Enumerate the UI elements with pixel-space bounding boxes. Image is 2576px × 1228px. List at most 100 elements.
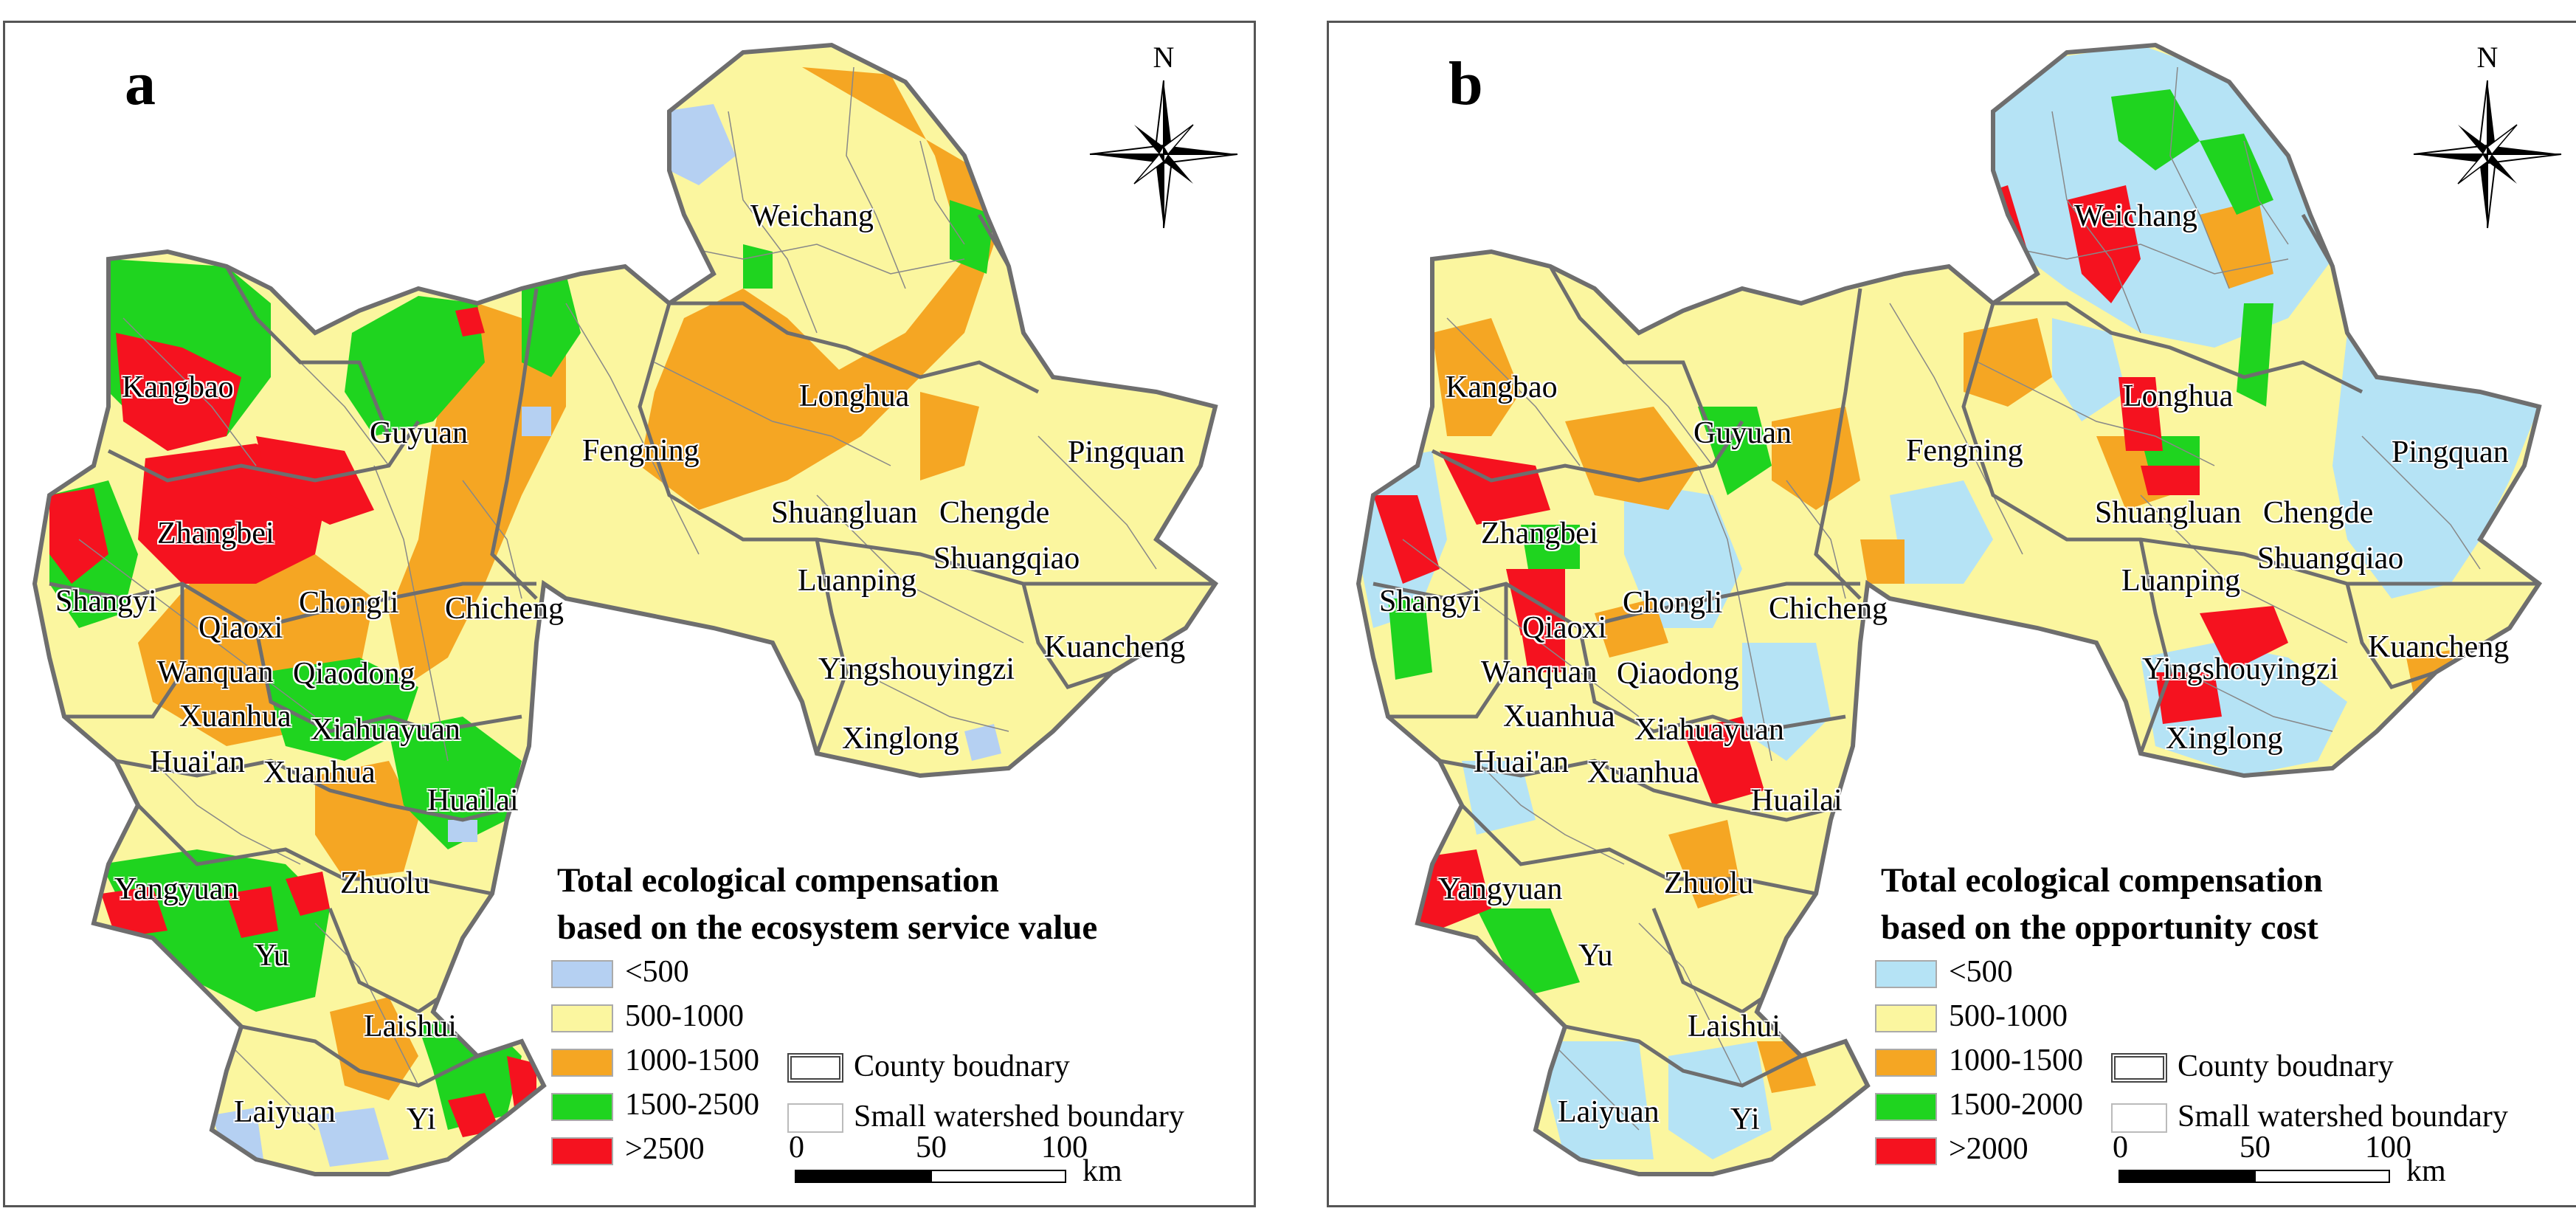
watershed-boundary-swatch-a [787, 1103, 843, 1133]
legend-swatch-b-4 [1875, 1093, 1937, 1121]
county-label-fengning: Fengning [1906, 434, 2023, 468]
scale-segment-black-a [795, 1170, 930, 1183]
county-label-huailai: Huailai [1751, 784, 1843, 818]
county-label-laishui: Laishui [1688, 1010, 1781, 1044]
county-label-yingshouyingzi: Yingshouyingzi [2142, 652, 2339, 686]
county-label-kangbao: Kangbao [122, 370, 234, 404]
legend-swatch-b-1 [1875, 960, 1937, 988]
county-label-xuanhua-2: Xuanhua [263, 756, 376, 790]
legend-title-b-line1: Total ecological compensation [1881, 861, 2323, 900]
legend-title-a: Total ecological compensation based on t… [557, 857, 1097, 951]
county-label-yi: Yi [407, 1103, 436, 1136]
county-label-chengde: Chengde [939, 496, 1050, 530]
county-label-chicheng: Chicheng [445, 592, 564, 626]
county-label-weichang: Weichang [2074, 199, 2197, 233]
county-label-zhangbei: Zhangbei [1481, 517, 1598, 551]
county-label-shangyi: Shangyi [55, 584, 157, 618]
county-label-shangyi: Shangyi [1379, 584, 1481, 618]
panel-letter-a: a [125, 49, 156, 118]
county-label-kangbao: Kangbao [1446, 370, 1558, 404]
county-label-laiyuan: Laiyuan [1558, 1095, 1660, 1129]
scale-unit-a: km [1082, 1154, 1122, 1188]
county-label-longhua: Longhua [2123, 379, 2234, 413]
legend-label-b-3: 1000-1500 [1949, 1044, 2083, 1077]
county-label-laiyuan: Laiyuan [234, 1095, 336, 1129]
watershed-boundary-label-b: Small watershed boundary [2178, 1100, 2508, 1134]
watershed-boundary-label-a: Small watershed boundary [854, 1100, 1184, 1134]
county-label-xinglong: Xinglong [842, 722, 959, 756]
legend-label-a-5: >2500 [625, 1132, 705, 1166]
county-label-yu: Yu [1578, 939, 1613, 973]
panel-letter-b: b [1448, 49, 1483, 118]
scale-bar-a: 0 50 100 km [789, 1131, 1122, 1198]
county-label-xinglong: Xinglong [2166, 722, 2283, 756]
scale-segment-black-b [2119, 1170, 2254, 1183]
county-label-yangyuan: Yangyuan [114, 872, 239, 906]
scale-tick-a-100: 100 [1041, 1131, 1088, 1165]
legend-swatch-a-1 [551, 960, 613, 988]
county-label-zhuolu: Zhuolu [1664, 866, 1754, 900]
county-label-luanping: Luanping [798, 564, 916, 598]
legend-label-b-4: 1500-2000 [1949, 1088, 2083, 1122]
legend-label-b-2: 500-1000 [1949, 999, 2068, 1033]
north-arrow-icon: N [2413, 41, 2562, 229]
county-boundary-swatch-b [2111, 1053, 2167, 1083]
legend-swatch-a-3 [551, 1049, 613, 1077]
legend-swatch-b-5 [1875, 1137, 1937, 1165]
scale-tick-a-0: 0 [789, 1131, 804, 1165]
county-label-huaian: Huai'an [1474, 745, 1569, 779]
county-boundary-label-a: County boudnary [854, 1049, 1070, 1083]
county-label-xuanhua-1: Xuanhua [1503, 700, 1615, 734]
legend-title-a-line2: based on the ecosystem service value [557, 908, 1098, 947]
county-label-yingshouyingzi: Yingshouyingzi [818, 652, 1015, 686]
county-label-guyuan: Guyuan [1693, 416, 1792, 450]
county-label-shuangqiao: Shuangqiao [933, 542, 1080, 576]
county-label-chongli: Chongli [299, 586, 399, 620]
county-label-shuangluan: Shuangluan [2095, 496, 2242, 530]
county-label-qiaodong: Qiaodong [293, 657, 415, 691]
north-arrow-icon: N [1089, 41, 1238, 229]
map-panel-a: a N Weichang Kangbao Guyuan Longhua Feng… [3, 21, 1256, 1207]
scale-segment-white-b [2254, 1170, 2390, 1183]
legend-label-b-5: >2000 [1949, 1132, 2028, 1166]
county-label-qiaodong: Qiaodong [1617, 657, 1739, 691]
legend-label-a-3: 1000-1500 [625, 1044, 759, 1077]
county-label-fengning: Fengning [582, 434, 700, 468]
county-label-pingquan: Pingquan [1068, 435, 1185, 469]
county-label-guyuan: Guyuan [370, 416, 468, 450]
county-label-xuanhua-1: Xuanhua [179, 700, 291, 734]
scale-tick-a-50: 50 [916, 1131, 947, 1165]
watershed-boundary-swatch-b [2111, 1103, 2167, 1133]
county-label-huaian: Huai'an [150, 745, 245, 779]
county-boundary-swatch-a [787, 1053, 843, 1083]
scale-unit-b: km [2406, 1154, 2446, 1188]
county-label-xuanhua-2: Xuanhua [1587, 756, 1699, 790]
county-label-kuancheng: Kuancheng [2368, 630, 2510, 664]
scale-tick-b-100: 100 [2365, 1131, 2411, 1165]
legend-swatch-b-2 [1875, 1004, 1937, 1032]
scale-bar-b: 0 50 100 km [2113, 1131, 2446, 1198]
county-label-chengde: Chengde [2263, 496, 2374, 530]
compass-north-label: N [1153, 41, 1175, 74]
scale-tick-b-50: 50 [2240, 1131, 2271, 1165]
legend-label-b-1: <500 [1949, 955, 2013, 989]
county-label-luanping: Luanping [2121, 564, 2240, 598]
county-label-qiaoxi: Qiaoxi [1522, 611, 1607, 645]
legend-label-a-4: 1500-2500 [625, 1088, 759, 1122]
county-label-wanquan: Wanquan [1481, 655, 1598, 689]
legend-swatch-a-5 [551, 1137, 613, 1165]
map-panel-b: b N Weichang Kangbao Guyuan Longhua Feng… [1327, 21, 2576, 1207]
county-label-weichang: Weichang [750, 199, 874, 233]
county-label-qiaoxi: Qiaoxi [198, 611, 283, 645]
county-label-shuangqiao: Shuangqiao [2257, 542, 2404, 576]
county-label-longhua: Longhua [799, 379, 910, 413]
legend-label-a-2: 500-1000 [625, 999, 744, 1033]
legend-title-a-line1: Total ecological compensation [557, 861, 999, 900]
legend-swatch-b-3 [1875, 1049, 1937, 1077]
county-label-zhangbei: Zhangbei [157, 517, 274, 551]
county-label-chongli: Chongli [1623, 586, 1723, 620]
county-label-laishui: Laishui [364, 1010, 457, 1044]
scale-tick-b-0: 0 [2113, 1131, 2128, 1165]
county-label-xiahuayuan: Xiahuayuan [1634, 713, 1784, 747]
county-label-chicheng: Chicheng [1769, 592, 1888, 626]
